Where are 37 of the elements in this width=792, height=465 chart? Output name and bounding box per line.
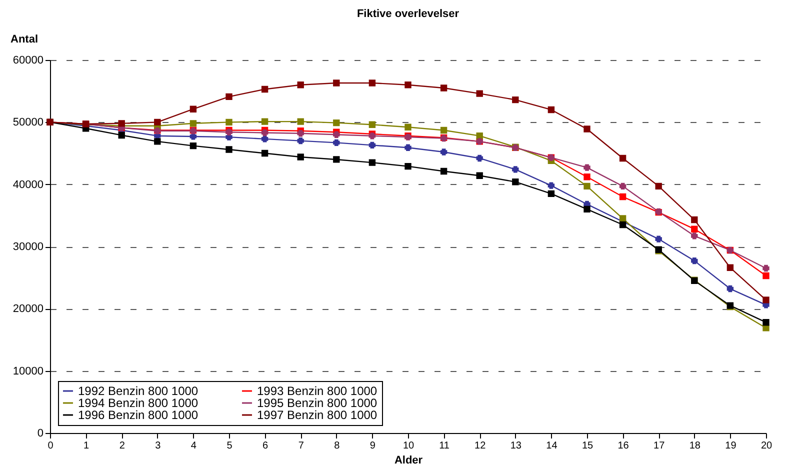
y-axis-title: Antal [10,34,38,46]
x-tick-label: 11 [439,440,450,452]
x-tick-label: 16 [618,440,630,452]
legend-label: 1996 Benzin 800 1000 [78,408,198,422]
y-tick-label: 20000 [12,303,44,316]
x-tick-label: 12 [474,440,486,452]
x-tick-label: 3 [155,440,162,452]
x-tick-label: 14 [546,440,558,452]
y-tick-label: 40000 [12,178,44,191]
x-tick-label: 20 [760,440,772,452]
x-tick-label: 1 [84,440,90,452]
x-tick-label: 8 [334,440,340,452]
x-tick-label: 6 [262,440,269,452]
legend-label: 1995 Benzin 800 1000 [257,396,378,410]
x-tick-label: 9 [370,440,376,452]
x-tick-label: 17 [654,440,666,452]
x-tick-label: 5 [226,440,233,452]
x-axis-title: Alder [394,454,424,465]
x-tick-label: 0 [48,440,54,452]
x-tick-label: 7 [298,440,304,452]
legend-label: 1997 Benzin 800 1000 [257,408,378,422]
x-tick-label: 4 [190,440,197,452]
legend-label: 1993 Benzin 800 1000 [257,384,378,398]
x-tick-label: 19 [725,440,737,452]
x-tick-label: 2 [119,440,126,452]
x-tick-label: 15 [582,440,594,452]
y-tick-label: 30000 [12,241,44,253]
y-tick-label: 10000 [12,365,44,378]
legend-label: 1994 Benzin 800 1000 [78,396,198,410]
legend-label: 1992 Benzin 800 1000 [78,384,198,398]
y-tick-label: 60000 [12,54,44,66]
y-tick-label: 50000 [12,116,44,129]
x-tick-label: 18 [689,440,701,452]
y-tick-label: 0 [37,428,44,440]
chart-title: Fiktive overlevelser [356,8,460,20]
x-tick-label: 13 [510,440,522,452]
x-tick-label: 10 [402,440,414,452]
